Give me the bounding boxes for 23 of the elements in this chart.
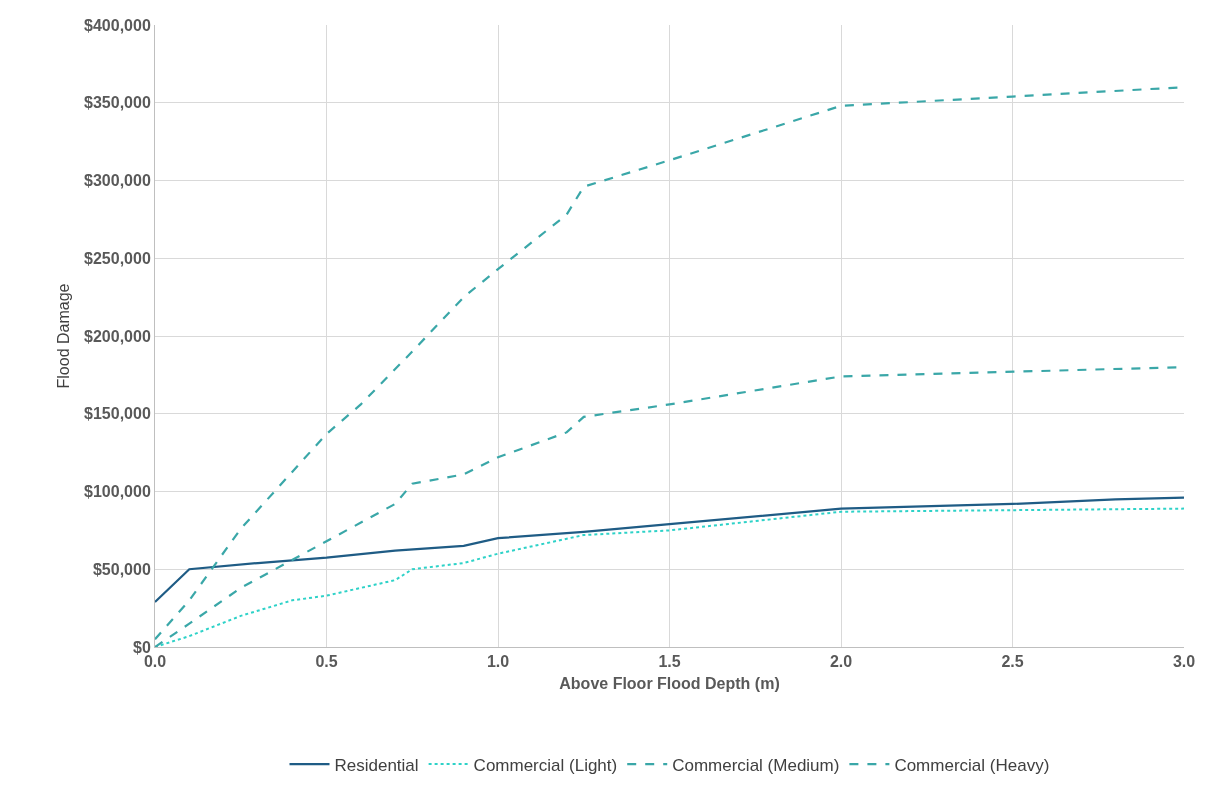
- legend-label: Residential: [334, 755, 419, 775]
- y-tick-label: $50,000: [92, 560, 151, 578]
- y-tick-label: $0: [133, 638, 151, 656]
- line-series: [155, 496, 1184, 604]
- legend-label: Commercial (Light): [473, 755, 618, 775]
- legend-label: Commercial (Heavy): [894, 755, 1050, 775]
- y-tick-label: $150,000: [84, 405, 151, 423]
- y-tick-label: $400,000: [84, 16, 151, 34]
- x-axis-title: Above Floor Flood Depth (m): [559, 674, 780, 692]
- y-tick-label: $300,000: [84, 172, 151, 190]
- y-tick-label: $250,000: [84, 249, 151, 267]
- x-tick-label: 3.0: [1172, 653, 1196, 671]
- y-tick-label: $350,000: [84, 94, 151, 112]
- x-tick-label: 0.0: [143, 653, 167, 671]
- x-tick-label: 1.0: [486, 653, 510, 671]
- x-tick-label: 1.5: [658, 653, 681, 671]
- y-tick-label: $200,000: [84, 327, 151, 345]
- y-tick-label: $100,000: [84, 483, 151, 501]
- legend-label: Commercial (Medium): [672, 755, 840, 775]
- x-tick-label: 0.5: [315, 653, 338, 671]
- y-axis-title: Flood Damage: [54, 283, 72, 389]
- x-tick-label: 2.5: [1001, 653, 1024, 671]
- x-tick-label: 2.0: [829, 653, 853, 671]
